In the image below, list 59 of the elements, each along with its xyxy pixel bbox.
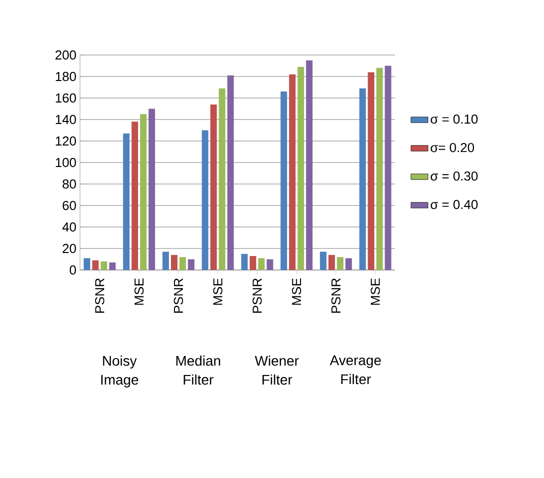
text: Wiener Filter — [254, 356, 299, 385]
text: Noisy Image — [101, 356, 138, 388]
bar — [320, 252, 326, 270]
bar — [280, 92, 288, 270]
bar — [123, 133, 130, 270]
bar — [368, 72, 374, 270]
y-tick-label: 80 — [62, 179, 76, 189]
legend-label: σ = 0.10 — [430, 114, 478, 124]
bar — [170, 254, 178, 270]
y-tick-label: 180 — [56, 72, 76, 82]
bar — [140, 114, 147, 270]
bar — [306, 60, 313, 270]
text: Median Filter — [176, 356, 220, 385]
x-tick-label: MSE — [292, 278, 302, 305]
bar — [179, 257, 186, 270]
bar — [227, 75, 234, 270]
bar — [328, 254, 335, 270]
bar — [218, 88, 226, 270]
y-tick-label: 60 — [62, 200, 76, 210]
bar — [109, 262, 116, 270]
x-tick-label: PSNR — [331, 278, 341, 313]
legend-label: σ = 0.40 — [430, 200, 478, 210]
bar — [84, 258, 90, 270]
bar — [210, 104, 217, 270]
y-tick-label: 100 — [56, 158, 76, 168]
bar — [266, 259, 274, 270]
bar — [241, 254, 248, 270]
legend-label: σ= 0.20 — [430, 142, 474, 152]
bar — [258, 258, 265, 270]
bar — [132, 122, 138, 270]
bar — [289, 74, 296, 270]
bar — [188, 259, 194, 270]
bar — [92, 260, 99, 270]
y-tick-label: 40 — [62, 222, 76, 232]
bar — [298, 66, 304, 270]
y-tick-label: 200 — [56, 50, 76, 60]
legend-label: σ = 0.30 — [430, 171, 478, 181]
bar — [345, 258, 352, 270]
bar — [162, 252, 169, 270]
bar — [384, 66, 392, 270]
bar — [359, 88, 366, 270]
bar — [148, 108, 156, 270]
bar — [202, 130, 208, 270]
x-tick-label: MSE — [213, 278, 222, 305]
bar — [336, 257, 344, 270]
x-tick-label: PSNR — [95, 278, 104, 313]
bar — [376, 68, 383, 270]
text: Average Filter — [330, 356, 381, 384]
y-tick-label: 140 — [56, 114, 76, 124]
y-tick-label: 20 — [62, 244, 76, 254]
x-tick-label: PSNR — [174, 278, 184, 313]
bar — [250, 256, 256, 270]
x-tick-label: PSNR — [252, 278, 262, 313]
bar — [100, 261, 108, 270]
x-tick-label: MSE — [134, 278, 144, 305]
y-tick-label: 0 — [70, 265, 76, 275]
y-tick-label: 160 — [56, 93, 76, 103]
y-tick-label: 120 — [56, 136, 76, 146]
x-tick-label: MSE — [370, 278, 380, 305]
